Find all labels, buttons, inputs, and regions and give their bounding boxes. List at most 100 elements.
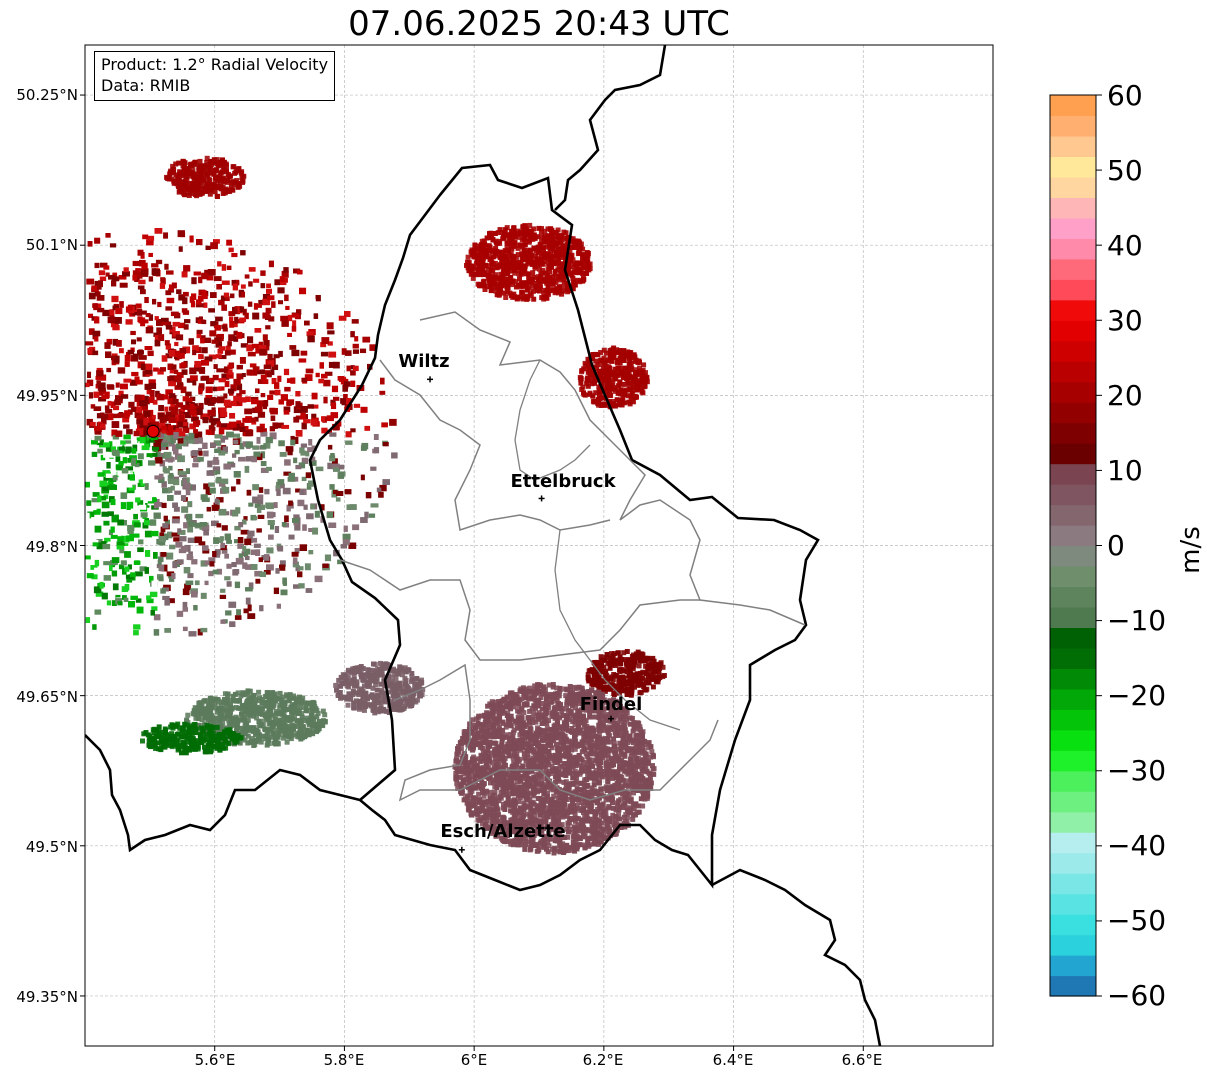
echo-pixel (168, 284, 174, 292)
echo-pixel (618, 391, 624, 397)
echo-pixel (573, 705, 579, 711)
echo-pixel (147, 416, 156, 422)
echo-pixel (601, 381, 607, 386)
echo-pixel (160, 278, 166, 285)
echo-pixel (91, 285, 99, 292)
echo-pixel (111, 295, 119, 303)
echo-pixel (133, 624, 141, 630)
echo-pixel (511, 268, 517, 273)
echo-pixel (184, 482, 191, 489)
echo-pixel (526, 696, 532, 702)
echo-pixel (92, 539, 99, 545)
echo-pixel (167, 598, 175, 604)
echo-pixel (320, 516, 325, 523)
echo-pixel (219, 423, 227, 428)
echo-pixel (503, 259, 509, 265)
echo-pixel (257, 411, 266, 418)
echo-pixel (157, 452, 165, 458)
echo-pixel (103, 561, 111, 566)
echo-pixel (320, 342, 327, 348)
echo-pixel (244, 538, 252, 546)
echo-pixel (182, 310, 190, 315)
echo-pixel (580, 275, 586, 281)
echo-pixel (579, 788, 585, 794)
echo-pixel (212, 386, 218, 392)
echo-pixel (628, 753, 634, 759)
echo-pixel (605, 357, 611, 363)
echo-pixel (129, 379, 138, 386)
echo-pixel (644, 677, 650, 683)
echo-pixel (203, 302, 208, 308)
echo-pixel (617, 401, 623, 407)
echo-pixel (543, 769, 549, 775)
echo-pixel (640, 744, 646, 750)
echo-pixel (538, 230, 544, 236)
echo-pixel (597, 396, 603, 402)
echo-pixel (247, 530, 255, 537)
echo-pixel (335, 491, 344, 496)
echo-pixel (104, 391, 110, 399)
echo-pixel (164, 263, 169, 270)
echo-pixel (587, 361, 593, 367)
echo-pixel (126, 504, 131, 510)
echo-pixel (250, 549, 257, 556)
echo-pixel (214, 498, 219, 505)
echo-pixel (114, 514, 119, 520)
echo-pixel (208, 570, 214, 577)
echo-pixel (474, 716, 480, 722)
echo-pixel (256, 528, 262, 533)
echo-pixel (103, 413, 109, 420)
echo-pixel (327, 444, 333, 450)
echo-pixel (603, 350, 609, 356)
echo-pixel (159, 417, 165, 423)
echo-pixel (158, 334, 165, 342)
echo-pixel (569, 794, 575, 800)
echo-pixel (531, 703, 537, 709)
echo-pixel (256, 453, 263, 461)
echo-pixel (133, 560, 141, 565)
echo-pixel (501, 792, 507, 798)
echo-pixel (498, 230, 504, 235)
echo-pixel (464, 793, 470, 799)
echo-pixel (548, 263, 554, 269)
echo-pixel (236, 609, 242, 616)
echo-pixel (551, 253, 557, 259)
echo-pixel (288, 472, 295, 478)
echo-pixel (116, 464, 124, 471)
echo-pixel (144, 363, 153, 371)
echo-pixel (155, 502, 163, 507)
echo-pixel (158, 405, 164, 412)
echo-pixel (229, 316, 234, 322)
echo-pixel (262, 294, 271, 301)
echo-pixel (610, 399, 616, 404)
echo-pixel (177, 528, 182, 533)
echo-pixel (634, 763, 640, 768)
echo-pixel (120, 440, 126, 445)
echo-pixel (536, 847, 542, 853)
echo-pixel (227, 364, 233, 370)
echo-pixel (152, 269, 160, 276)
echo-pixel (477, 249, 483, 255)
echo-pixel (545, 278, 551, 284)
echo-pixel (634, 387, 640, 393)
echo-pixel (241, 551, 246, 557)
echo-pixel (101, 501, 110, 509)
echo-pixel (173, 506, 180, 512)
echo-pixel (92, 542, 99, 547)
echo-pixel (657, 665, 663, 671)
echo-pixel (260, 451, 266, 459)
echo-pixel (526, 228, 531, 234)
echo-pixel (258, 487, 264, 493)
echo-pixel (628, 675, 634, 681)
echo-pixel (487, 284, 493, 290)
echo-pixel (501, 825, 507, 831)
echo-pixel (308, 439, 313, 446)
echo-pixel (498, 271, 504, 277)
echo-pixel (287, 476, 296, 482)
echo-pixel (508, 293, 514, 299)
echo-pixel (138, 355, 147, 360)
echo-pixel (584, 809, 590, 815)
echo-pixel (505, 283, 510, 289)
echo-pixel (207, 409, 216, 416)
echo-pixel (122, 595, 127, 600)
